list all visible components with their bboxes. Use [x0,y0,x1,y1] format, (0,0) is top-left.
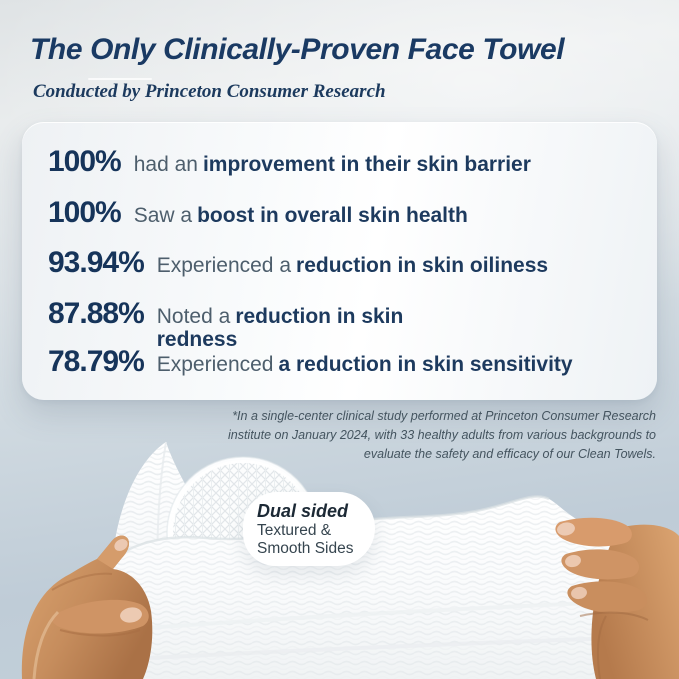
stat-row-skin-sensitivity: 78.79% Experienced a reduction in skin se… [48,346,633,378]
title-accent-line [88,78,152,80]
dual-sided-callout: Dual sided Textured & Smooth Sides [243,492,375,566]
callout-line-textured: Textured & [257,521,332,539]
stat-row-skin-health: 100% Saw a boost in overall skin health [48,195,633,229]
callout-line-smooth: Smooth Sides [257,540,354,558]
callout-heading: Dual sided [257,501,349,521]
left-hand [21,535,153,679]
stat-description: Saw a boost in overall skin health [133,203,468,227]
towel-body [90,495,679,679]
stat-description: had an improvement in their skin barrier [133,153,531,176]
stat-value: 78.79% [48,344,145,378]
stat-value: 100% [48,145,122,178]
right-hand [555,517,679,679]
towel-photo [21,441,679,679]
stats-card: 100% had an improvement in their skin bar… [22,122,657,400]
stat-row-skin-barrier: 100% had an improvement in their skin bar… [48,146,633,178]
stat-description: Experienced a reduction in skin sensitivi… [156,352,573,376]
stat-value: 100% [48,195,122,229]
page-subtitle: Conducted by Princeton Consumer Research [33,81,386,102]
stat-description: Noted a reduction in skin redness [156,304,404,352]
stat-value: 93.94% [48,246,145,279]
stat-value: 87.88% [48,296,145,330]
page-title: The Only Clinically-Proven Face Towel [30,33,565,66]
stat-row-skin-oiliness: 93.94% Experienced a reduction in skin oi… [48,247,633,279]
study-disclaimer: *In a single-center clinical study perfo… [227,409,656,461]
stat-description: Experienced a reduction in skin oiliness [156,254,549,277]
header: The Only Clinically-Proven Face Towel Co… [30,33,659,103]
stat-row-skin-redness: 87.88% Noted a reduction in skin redness [48,296,633,352]
